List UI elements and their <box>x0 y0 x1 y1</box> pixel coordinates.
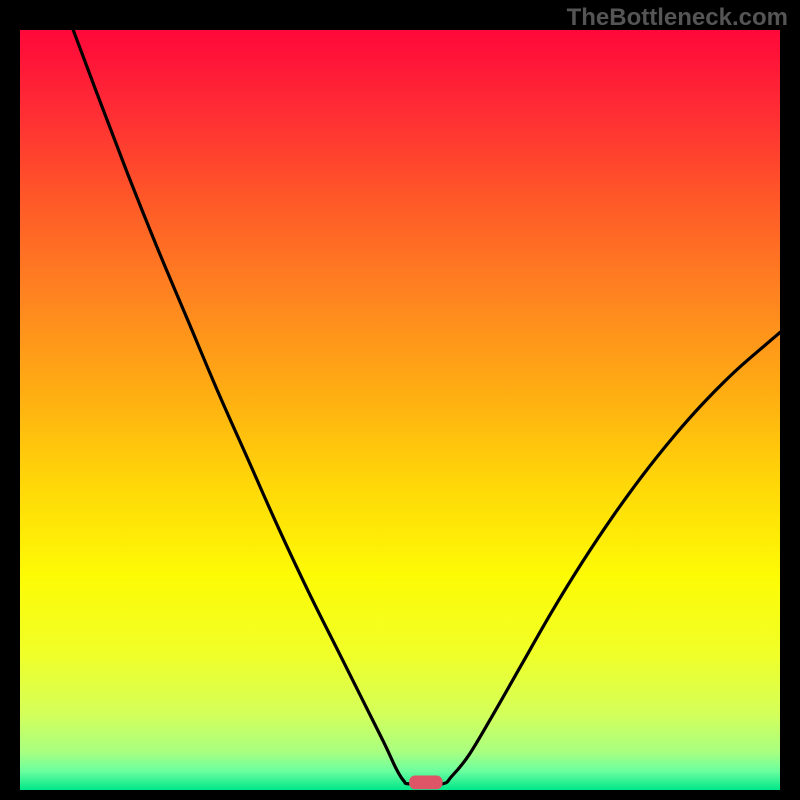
gradient-background <box>20 30 780 790</box>
watermark-text: TheBottleneck.com <box>567 4 788 32</box>
chart-container: TheBottleneck.com <box>0 0 800 800</box>
optimal-marker <box>409 776 442 790</box>
plot-area <box>20 30 780 790</box>
plot-svg <box>20 30 780 790</box>
